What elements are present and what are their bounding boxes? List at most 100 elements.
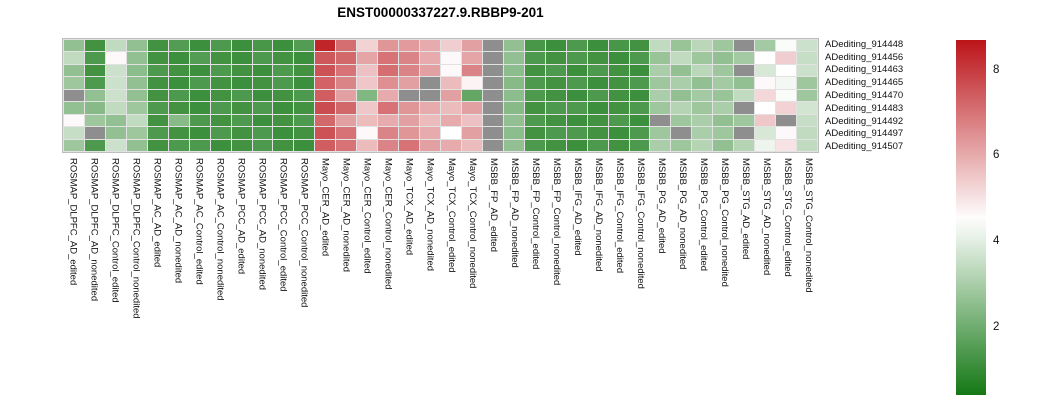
heatmap-cell [503,77,524,89]
heatmap-cell [168,77,189,89]
colorbar-tick-label: 6 [993,149,1000,162]
heatmap-cell [189,127,210,139]
column-label: ROSMAP_DLPFC_Control_nonedited [130,158,142,319]
heatmap-cell [797,114,817,127]
heatmap-cell [147,64,168,77]
heatmap-cell [231,114,252,127]
heatmap-cell [587,40,608,52]
heatmap-cell [545,64,566,77]
heatmap-cell [147,40,168,52]
heatmap-cell [357,52,378,64]
heatmap-cell [566,89,587,102]
heatmap-cell [797,40,817,52]
heatmap-cell [168,89,189,102]
column-label: MSBB_IFG_AD_nonedited [592,158,604,272]
heatmap-cell [420,64,440,77]
heatmap-cell [629,89,650,102]
column-label: ROSMAP_AC_Control_edited [193,158,205,285]
heatmap-cell [608,40,629,52]
heatmap-cell [168,102,189,114]
heatmap-cell [231,139,252,151]
heatmap-cell [566,127,587,139]
heatmap-cell [461,127,482,139]
heatmap-cell [776,52,797,64]
heatmap-cell [168,139,189,151]
heatmap-cell [461,40,482,52]
heatmap-cell [84,114,105,127]
heatmap-cell [755,40,776,52]
heatmap-cell [336,77,357,89]
heatmap-cell [587,102,608,114]
heatmap-cell [461,52,482,64]
heatmap-cell [315,77,336,89]
heatmap-cell [671,89,692,102]
column-label: MSBB_STG_Control_nonedited [803,158,815,293]
heatmap-cell [671,114,692,127]
heatmap-cell [84,52,105,64]
heatmap-cell [461,77,482,89]
heatmap-cell [336,114,357,127]
heatmap-cell [399,102,420,114]
heatmap-cell [734,127,755,139]
heatmap-cell [64,127,84,139]
heatmap-cell [210,102,231,114]
heatmap-cell [252,77,273,89]
heatmap-cell [126,139,147,151]
heatmap-cell [336,127,357,139]
heatmap-cell [776,89,797,102]
column-label: MSBB_PG_Control_nonedited [719,158,731,287]
heatmap-cell [503,64,524,77]
heatmap-cell [566,139,587,151]
heatmap-cell [189,139,210,151]
heatmap-cell [650,139,671,151]
heatmap-cell [441,77,461,89]
heatmap-cell [629,139,650,151]
heatmap-cell [503,40,524,52]
heatmap-cell [545,52,566,64]
heatmap-cell [650,114,671,127]
heatmap-cell [147,127,168,139]
heatmap-cell [378,89,399,102]
heatmap-cell [776,114,797,127]
heatmap-cell [776,127,797,139]
heatmap-cell [587,139,608,151]
heatmap-cell [336,40,357,52]
heatmap-cell [629,114,650,127]
heatmap-cell [273,89,294,102]
heatmap-cell [524,40,545,52]
heatmap-cell [734,52,755,64]
heatmap-cell [105,77,126,89]
heatmap-cell [420,77,440,89]
colorbar-tick-label: 2 [993,320,1000,333]
heatmap-cell [629,40,650,52]
heatmap-cell [64,52,84,64]
heatmap-cell [650,77,671,89]
heatmap-cell [84,64,105,77]
heatmap-cell [378,127,399,139]
heatmap-cell [713,77,734,89]
heatmap-cell [566,114,587,127]
heatmap-cell [147,52,168,64]
column-label: Mayo_CER_Control_nonedited [382,158,394,290]
column-axis-labels: ROSMAP_DLPFC_AD_edited ROSMAP_DLPFC_AD_no… [62,158,819,358]
heatmap-cell [336,64,357,77]
heatmap-cell [734,64,755,77]
heatmap-cell [734,77,755,89]
row-label: ADediting_914470 [825,89,904,101]
heatmap-cell [252,52,273,64]
heatmap-cell [168,114,189,127]
heatmap-cell [713,139,734,151]
heatmap-cell [315,139,336,151]
heatmap-cell [482,114,503,127]
heatmap-cell [441,52,461,64]
heatmap-cell [441,64,461,77]
heatmap-cell [608,139,629,151]
heatmap-cell [503,52,524,64]
heatmap-cell [545,139,566,151]
heatmap-cell [755,102,776,114]
row-label: ADediting_914483 [825,102,904,114]
heatmap-cell [315,64,336,77]
heatmap-cell [755,52,776,64]
column-label: ROSMAP_DLPFC_AD_nonedited [88,158,100,302]
heatmap-cell [608,89,629,102]
